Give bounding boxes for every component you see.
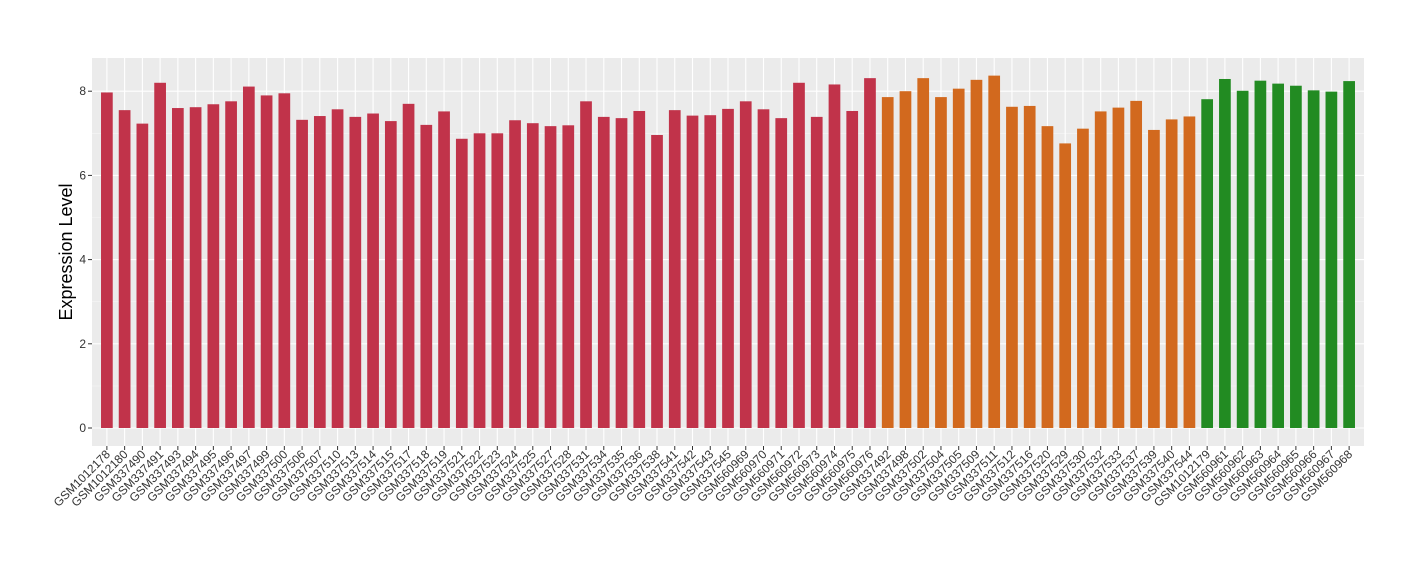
bar [935,97,947,429]
y-tick-label: 8 [79,84,86,98]
bar [615,118,628,429]
bar [704,115,717,429]
bar [420,124,433,428]
bar [633,110,646,428]
bar [775,118,788,429]
bar [136,123,149,428]
bar [970,79,983,428]
y-axis-title: Expression Level [56,183,76,320]
bar [118,110,131,429]
bar [349,116,362,429]
bar [864,78,876,429]
bar [242,86,255,428]
bar [1165,119,1178,429]
bar [1148,129,1160,428]
bar [597,116,610,429]
bar [402,103,415,428]
bar [1219,78,1231,428]
bar [331,109,344,428]
bar [899,91,912,428]
bar [881,97,894,429]
bar [225,101,237,428]
y-tick-label: 0 [79,421,86,435]
bar [846,110,859,428]
bar [828,84,841,429]
bar [793,82,805,428]
bar [988,75,1001,429]
bar [278,93,291,429]
bars [101,75,1355,429]
bar [438,111,450,429]
bar [260,95,273,428]
bar [686,115,699,429]
bar [1059,143,1072,429]
y-tick-label: 4 [79,253,86,267]
bar [1307,90,1320,428]
x-axis: GSM1012178GSM1012180GSM337490GSM337491GS… [51,446,1355,509]
bar [1201,99,1214,428]
bar [455,138,468,428]
bar [526,123,539,429]
bar [580,101,592,428]
y-tick-label: 6 [79,168,86,182]
bar [367,113,379,428]
bar [1343,81,1355,428]
bar [473,133,486,429]
bar [739,101,752,428]
bar [668,110,681,429]
bar [651,134,663,428]
bar [1130,100,1143,429]
bar [757,109,770,428]
bar [207,104,220,428]
bar [1325,91,1338,428]
bar [917,78,930,429]
bar [722,108,734,428]
bar [154,82,166,428]
bar [1236,90,1249,429]
bar [1094,111,1107,429]
bar [562,125,575,429]
bar [509,120,521,429]
bar [1023,105,1036,428]
bar [296,119,308,428]
bar [1183,116,1196,429]
bar [544,126,557,428]
bar [172,108,184,428]
bar [1112,107,1125,428]
bar [1254,80,1267,429]
bar [1272,83,1284,428]
bar [1041,126,1054,428]
bar [189,107,202,428]
bar [384,121,397,428]
bar [1006,106,1018,428]
bar [1290,85,1302,429]
y-tick-label: 2 [79,337,86,351]
bar [313,116,326,428]
bar [491,133,504,429]
bar [1077,128,1089,428]
bar [952,88,965,428]
bar [810,116,823,429]
bar [101,92,113,428]
y-axis: 0 2 4 6 8 [79,84,92,435]
